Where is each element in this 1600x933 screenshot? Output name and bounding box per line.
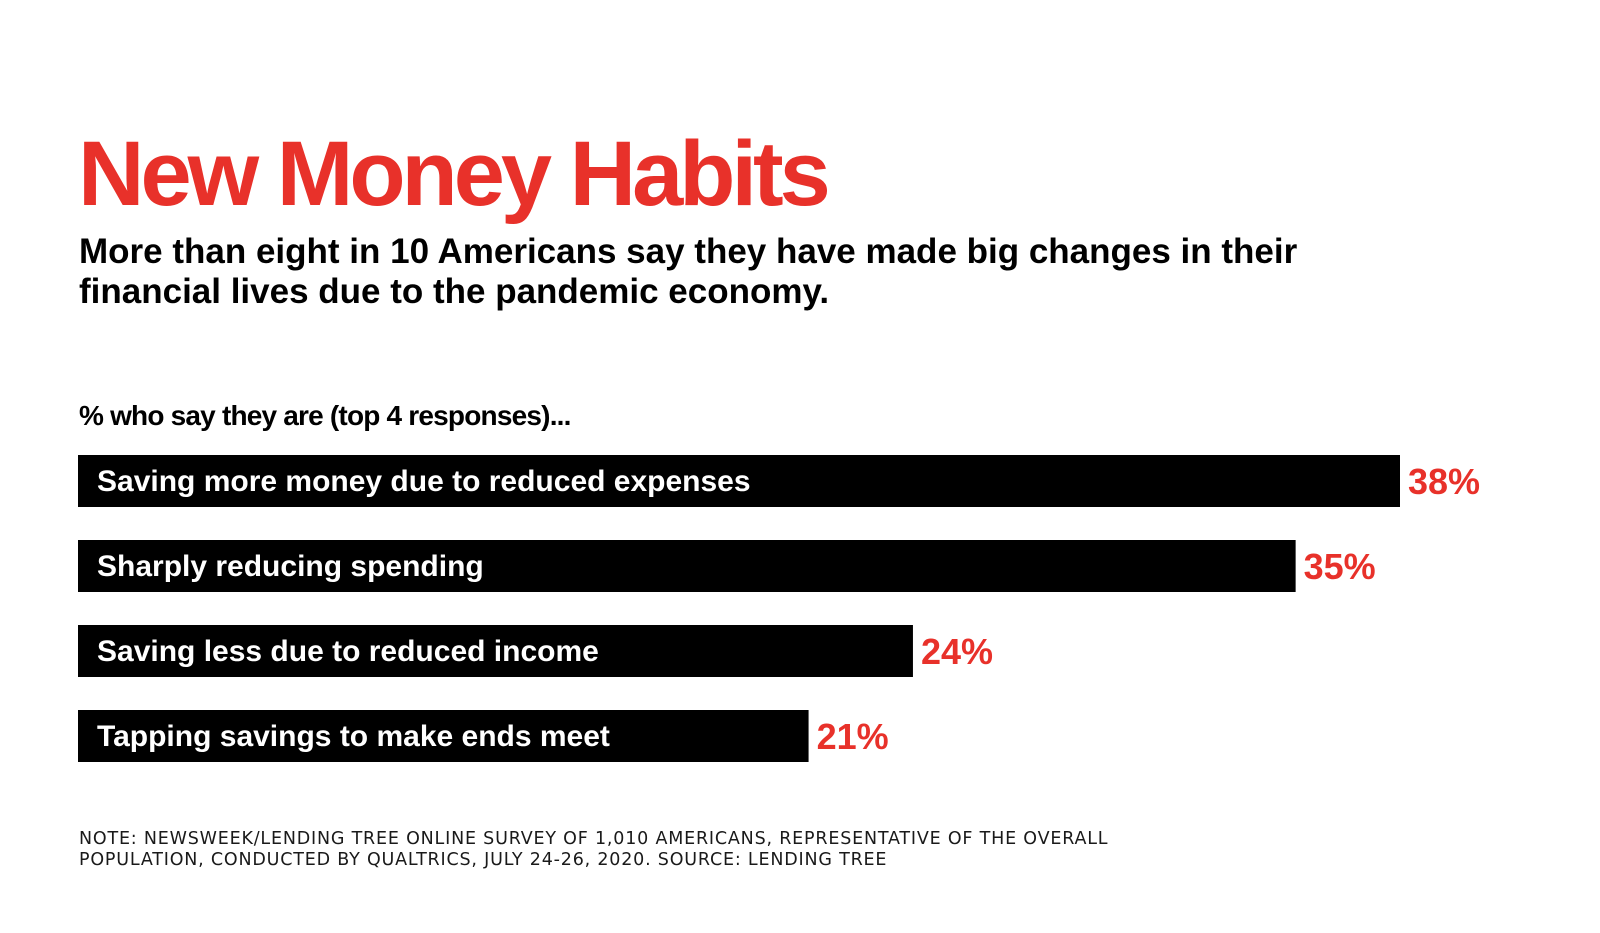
- bar-chart: Saving more money due to reduced expense…: [78, 455, 1480, 762]
- bar: [78, 540, 1296, 592]
- bar-value-label: 24%: [921, 631, 993, 672]
- chart-label: % who say they are (top 4 responses)...: [79, 400, 571, 431]
- bar-value-label: 35%: [1304, 546, 1376, 587]
- bar-value-label: 38%: [1408, 461, 1480, 502]
- bar: [78, 625, 913, 677]
- bar-category-label: Tapping savings to make ends meet: [97, 720, 610, 753]
- chart-subtitle: More than eight in 10 Americans say they…: [79, 232, 1298, 311]
- chart-title: New Money Habits: [78, 123, 831, 225]
- bar-category-label: Sharply reducing spending: [97, 550, 484, 583]
- bar-category-label: Saving more money due to reduced expense…: [97, 465, 751, 498]
- bar-value-label: 21%: [817, 716, 889, 757]
- bar: [78, 455, 1400, 507]
- bar-category-label: Saving less due to reduced income: [97, 635, 599, 668]
- bar: [78, 710, 809, 762]
- source-note: NOTE: NEWSWEEK/LENDING TREE ONLINE SURVE…: [79, 829, 1109, 870]
